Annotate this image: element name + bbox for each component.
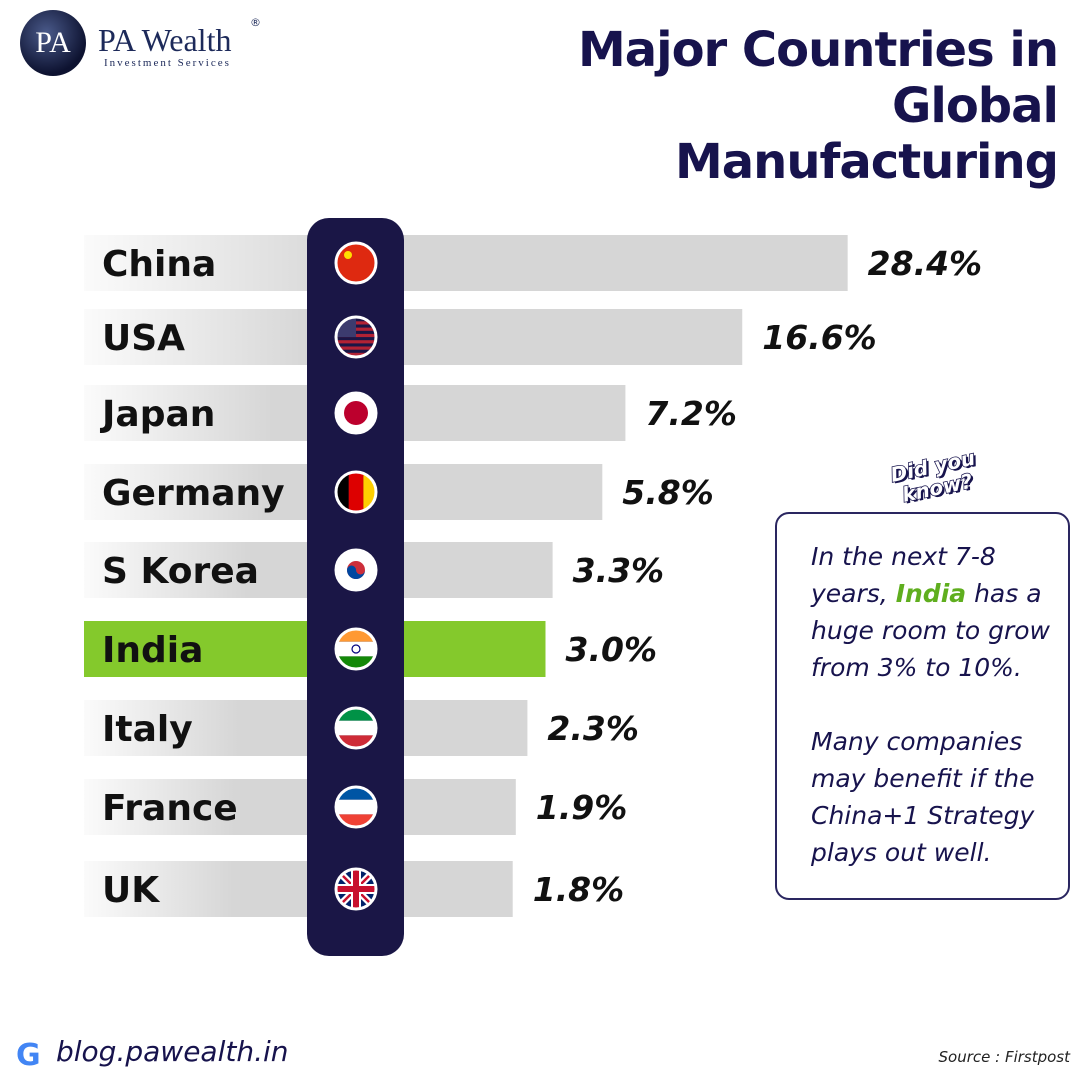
- category-label: Japan: [99, 394, 215, 435]
- flag-part: [336, 346, 376, 350]
- flag-part: [344, 401, 368, 425]
- logo-mark: ®: [250, 16, 261, 29]
- text: In the next 7-8 years,: [811, 542, 996, 608]
- category-label: USA: [102, 318, 185, 359]
- flag-part: [336, 340, 376, 344]
- flag-ring: [334, 785, 378, 829]
- category-label: China: [102, 244, 216, 285]
- flag: [334, 391, 378, 435]
- value-label: 28.4%: [868, 244, 983, 283]
- value-label: 1.8%: [533, 870, 625, 909]
- value-label: 2.3%: [547, 709, 639, 748]
- flag: [334, 627, 378, 671]
- flag-part: [351, 644, 361, 654]
- source: Source : Firstpost: [938, 1048, 1071, 1066]
- highlight: India: [895, 579, 967, 608]
- flag: [334, 785, 378, 829]
- flag-part: [347, 565, 365, 579]
- flag-ring: [334, 867, 378, 911]
- flag-part: [336, 641, 376, 657]
- flag-ring: [334, 470, 378, 514]
- value-label: 3.0%: [565, 630, 657, 669]
- flag: [334, 470, 378, 514]
- logo-monogram: PA: [20, 10, 86, 76]
- flag-part: [336, 799, 376, 815]
- value-label: 16.6%: [762, 318, 877, 357]
- bar-fade: [84, 779, 516, 835]
- flag-part: [336, 720, 376, 736]
- bar-fade: [84, 309, 743, 365]
- category-label: S Korea: [102, 551, 259, 592]
- callout-text: Many companies may benefit if the China+…: [811, 727, 1035, 867]
- flag-ring: [334, 548, 378, 592]
- value-label: 7.2%: [645, 394, 737, 433]
- category-label: India: [102, 630, 203, 671]
- flag: [334, 706, 378, 750]
- flags: [334, 241, 378, 911]
- bar-fade: [84, 700, 528, 756]
- category-label: France: [102, 788, 238, 829]
- flag: [334, 315, 378, 359]
- flag: [334, 241, 378, 285]
- text: has a huge room to grow from 3% to 10%.: [811, 579, 1050, 682]
- value-label: 3.3%: [573, 551, 665, 590]
- flag-ring: [334, 391, 378, 435]
- flag-part: [336, 869, 376, 909]
- category-label: Germany: [102, 473, 285, 514]
- flag-part: [348, 472, 364, 512]
- google-icon: G: [16, 1038, 41, 1073]
- callout-text: In the next 7-8 years, India has a huge …: [811, 538, 1058, 686]
- callout: In the next 7-8 years, India has a huge …: [775, 512, 1070, 900]
- logo-name: PA Wealth: [98, 22, 232, 58]
- flag-ring: [334, 706, 378, 750]
- bar-fade: [84, 861, 513, 917]
- bar-fade: [84, 235, 848, 291]
- logo-tagline: Investment Services: [104, 57, 231, 69]
- flag-part: [344, 251, 352, 259]
- flag: [334, 867, 378, 911]
- flag-ring: [334, 241, 378, 285]
- flag: [334, 548, 378, 592]
- chart-title: Major Countries in Global Manufacturing: [577, 22, 1059, 190]
- value-label: 5.8%: [622, 473, 714, 512]
- website: blog.pawealth.in: [56, 1035, 289, 1068]
- category-label: Italy: [102, 709, 193, 750]
- category-label: UK: [102, 870, 160, 911]
- flag-ring: [334, 627, 378, 671]
- value-label: 1.9%: [536, 788, 628, 827]
- flag-ring: [334, 315, 378, 359]
- flag-part: [336, 352, 376, 356]
